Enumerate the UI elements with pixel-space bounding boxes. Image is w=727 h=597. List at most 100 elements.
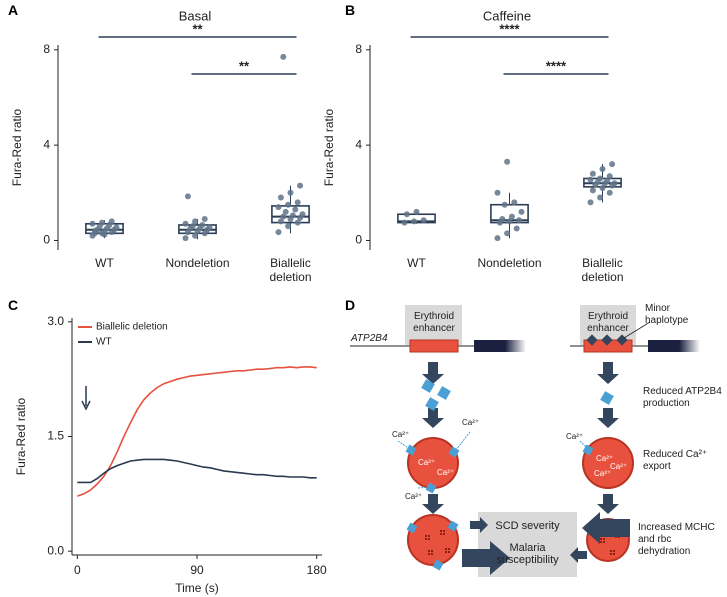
data-point (206, 224, 213, 231)
data-point (275, 229, 282, 236)
x-tick-label: 180 (307, 563, 327, 577)
y-axis-label: Fura-Red ratio (322, 109, 336, 187)
data-point (401, 219, 408, 226)
ion-label: Ca²⁺ (610, 462, 628, 471)
data-point (199, 221, 206, 228)
hemoglobin-dot (428, 550, 430, 552)
data-point (285, 201, 292, 208)
hemoglobin-dot (448, 551, 450, 553)
data-point (113, 224, 120, 231)
hemoglobin-dot (600, 541, 602, 543)
enhancer-box (405, 305, 462, 345)
data-point (609, 161, 616, 168)
flow-arrow (462, 541, 510, 575)
ion-flux (579, 440, 589, 450)
legend-label: Biallelic deletion (96, 322, 168, 333)
series-line (77, 458, 317, 484)
data-point (597, 194, 604, 201)
enhancer-label: Erythroid enhancer (413, 311, 455, 334)
hemoglobin-dot (613, 550, 615, 552)
ion-flux (455, 431, 471, 451)
ion-label: Ca²⁺ (405, 492, 423, 501)
leader-line (623, 321, 651, 339)
data-point (89, 220, 96, 227)
data-point (599, 185, 606, 192)
flow-arrow (597, 408, 619, 428)
data-point (606, 189, 613, 196)
data-point (277, 194, 284, 201)
ion-label: Ca²⁺ (437, 468, 455, 477)
export-label: Reduced Ca²⁺ export (643, 449, 708, 472)
data-point (606, 173, 613, 180)
data-point (589, 187, 596, 194)
panel-label: D (345, 297, 356, 313)
data-point (587, 176, 594, 183)
data-point (289, 212, 296, 219)
data-point (201, 216, 208, 223)
data-point (518, 208, 525, 215)
enhancer-label: Erythroid enhancer (587, 311, 629, 334)
atpase-protein (425, 397, 439, 411)
hemoglobin-dot (610, 553, 612, 555)
hemoglobin-dot (603, 541, 605, 543)
gene-body (648, 340, 700, 352)
y-axis-label: Fura-Red ratio (14, 398, 28, 476)
hemoglobin-dot (428, 538, 430, 540)
hemoglobin-dot (431, 550, 433, 552)
hemoglobin-dot (448, 548, 450, 550)
data-point (182, 220, 189, 227)
series-line (77, 366, 317, 497)
data-point (420, 217, 427, 224)
red-cell (582, 437, 634, 489)
hemoglobin-dot (445, 548, 447, 550)
atpase-protein (437, 386, 451, 400)
atpase-protein (600, 391, 614, 405)
flow-arrow (422, 408, 444, 428)
y-tick-label: 8 (355, 42, 362, 56)
atpase-protein (425, 482, 437, 494)
data-point (277, 218, 284, 225)
data-point (494, 189, 501, 196)
y-tick-label: 0.0 (47, 543, 64, 557)
hemoglobin-dot (610, 550, 612, 552)
data-point (604, 177, 611, 184)
haplotype-marker (586, 334, 598, 346)
data-point (99, 219, 106, 226)
data-point (611, 180, 618, 187)
data-point (513, 225, 520, 232)
x-tick-label: WT (95, 256, 114, 270)
y-axis-label: Fura-Red ratio (10, 109, 24, 187)
hemoglobin-dot (428, 535, 430, 537)
haplotype-marker (601, 334, 613, 346)
data-point (599, 165, 606, 172)
atpase-protein (447, 520, 459, 532)
atpase-protein (432, 559, 444, 571)
data-point (299, 211, 306, 218)
data-point (192, 218, 199, 225)
hemoglobin-dot (440, 530, 442, 532)
significance-label: ** (192, 21, 203, 36)
atpase-protein (421, 379, 435, 393)
chart-title: Caffeine (483, 8, 531, 23)
data-point (108, 218, 115, 225)
data-point (501, 201, 508, 208)
x-axis-label: Time (s) (175, 581, 219, 595)
y-tick-label: 4 (43, 137, 50, 151)
data-point (275, 204, 282, 211)
ion-label: Ca²⁺ (594, 469, 612, 478)
data-point (287, 189, 294, 196)
hemoglobin-dot (613, 553, 615, 555)
haplotype-label: Minor haplotype (645, 303, 689, 326)
data-point (504, 158, 511, 165)
gene-body (474, 340, 526, 352)
data-point (506, 218, 513, 225)
data-point (292, 206, 299, 213)
data-point (280, 53, 287, 60)
chart-title: Basal (179, 8, 212, 23)
data-point (508, 213, 515, 220)
data-point (516, 217, 523, 224)
y-tick-label: 0 (43, 233, 50, 247)
outcome-label: SCD severity (495, 520, 560, 532)
